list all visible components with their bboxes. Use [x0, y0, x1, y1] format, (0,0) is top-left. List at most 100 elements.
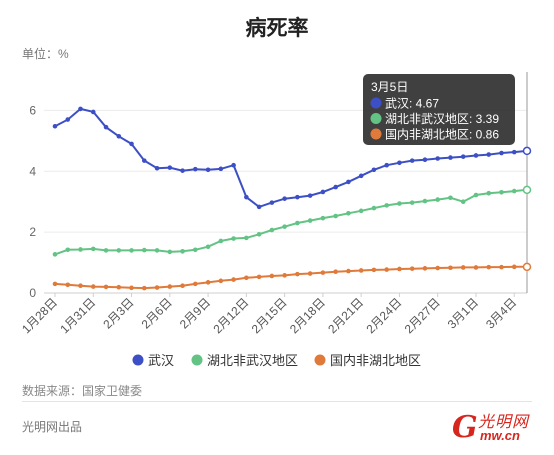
data-point[interactable] — [522, 146, 532, 156]
data-point[interactable] — [65, 247, 71, 253]
data-point[interactable] — [90, 109, 96, 115]
data-point[interactable] — [473, 153, 479, 158]
data-point[interactable] — [333, 269, 338, 275]
data-point[interactable] — [65, 117, 71, 122]
data-point[interactable] — [307, 271, 313, 276]
data-point[interactable] — [460, 154, 466, 159]
data-point[interactable] — [78, 283, 83, 288]
data-point[interactable] — [486, 190, 492, 196]
data-point[interactable] — [409, 266, 415, 271]
data-point[interactable] — [78, 106, 83, 112]
data-point[interactable] — [371, 205, 377, 211]
data-point[interactable] — [193, 247, 198, 253]
data-point[interactable] — [154, 285, 160, 290]
data-point[interactable] — [422, 198, 428, 204]
data-point[interactable] — [460, 265, 466, 270]
data-point[interactable] — [333, 213, 338, 219]
data-point[interactable] — [167, 284, 173, 289]
data-point[interactable] — [358, 268, 364, 273]
data-point[interactable] — [448, 155, 453, 160]
data-point[interactable] — [103, 248, 109, 253]
data-point[interactable] — [141, 158, 147, 163]
data-point[interactable] — [460, 199, 466, 205]
data-point[interactable] — [218, 166, 224, 172]
data-point[interactable] — [371, 267, 377, 273]
data-point[interactable] — [486, 264, 492, 270]
data-point[interactable] — [346, 210, 351, 216]
data-point[interactable] — [384, 267, 389, 272]
data-point[interactable] — [52, 123, 58, 129]
data-point[interactable] — [384, 203, 389, 208]
data-point[interactable] — [499, 150, 504, 156]
data-point[interactable] — [307, 218, 313, 223]
data-point[interactable] — [129, 141, 134, 147]
data-point[interactable] — [499, 189, 504, 195]
data-point[interactable] — [256, 204, 262, 210]
data-point[interactable] — [269, 273, 275, 279]
data-point[interactable] — [448, 265, 453, 271]
data-point[interactable] — [282, 224, 287, 229]
data-point[interactable] — [522, 185, 532, 195]
data-point[interactable] — [511, 264, 517, 270]
data-point[interactable] — [320, 215, 326, 221]
data-point[interactable] — [90, 246, 96, 252]
data-point[interactable] — [282, 273, 287, 278]
data-point[interactable] — [231, 162, 236, 168]
legend-label[interactable]: 湖北非武汉地区 — [207, 353, 298, 368]
data-point[interactable] — [307, 193, 313, 198]
data-point[interactable] — [473, 192, 479, 198]
data-point[interactable] — [422, 157, 428, 163]
data-point[interactable] — [231, 277, 236, 282]
data-point[interactable] — [205, 167, 211, 173]
data-point[interactable] — [269, 227, 275, 233]
data-point[interactable] — [52, 281, 58, 287]
data-point[interactable] — [218, 278, 224, 284]
data-point[interactable] — [397, 266, 402, 272]
data-point[interactable] — [193, 166, 198, 172]
data-point[interactable] — [78, 247, 83, 252]
data-point[interactable] — [397, 160, 402, 166]
data-point[interactable] — [193, 281, 198, 287]
data-point[interactable] — [346, 268, 351, 274]
data-point[interactable] — [486, 152, 492, 157]
data-point[interactable] — [103, 124, 109, 130]
data-point[interactable] — [320, 189, 326, 195]
data-point[interactable] — [522, 262, 532, 272]
data-point[interactable] — [180, 249, 185, 254]
data-point[interactable] — [256, 231, 262, 237]
data-point[interactable] — [422, 266, 428, 271]
data-point[interactable] — [397, 201, 402, 206]
data-point[interactable] — [473, 265, 479, 270]
legend-label[interactable]: 武汉 — [148, 353, 174, 368]
data-point[interactable] — [269, 200, 275, 205]
data-point[interactable] — [320, 270, 326, 275]
data-point[interactable] — [244, 275, 249, 281]
data-point[interactable] — [499, 264, 504, 270]
data-point[interactable] — [116, 248, 122, 253]
data-point[interactable] — [295, 194, 300, 200]
data-point[interactable] — [205, 280, 211, 285]
data-point[interactable] — [448, 195, 453, 201]
data-point[interactable] — [244, 235, 249, 241]
data-point[interactable] — [167, 165, 173, 170]
data-point[interactable] — [90, 284, 96, 289]
data-point[interactable] — [511, 188, 517, 194]
data-point[interactable] — [409, 158, 415, 163]
legend-label[interactable]: 国内非湖北地区 — [330, 353, 421, 368]
data-point[interactable] — [358, 173, 364, 179]
data-point[interactable] — [511, 149, 517, 155]
data-point[interactable] — [167, 249, 173, 255]
data-point[interactable] — [141, 247, 147, 253]
data-point[interactable] — [371, 167, 377, 173]
data-point[interactable] — [358, 208, 364, 214]
data-point[interactable] — [129, 248, 134, 253]
data-point[interactable] — [116, 133, 122, 139]
data-point[interactable] — [180, 283, 185, 288]
data-point[interactable] — [333, 184, 338, 190]
data-point[interactable] — [65, 282, 71, 288]
data-point[interactable] — [295, 271, 300, 277]
data-point[interactable] — [103, 284, 109, 290]
data-point[interactable] — [295, 220, 300, 226]
data-point[interactable] — [282, 196, 287, 201]
